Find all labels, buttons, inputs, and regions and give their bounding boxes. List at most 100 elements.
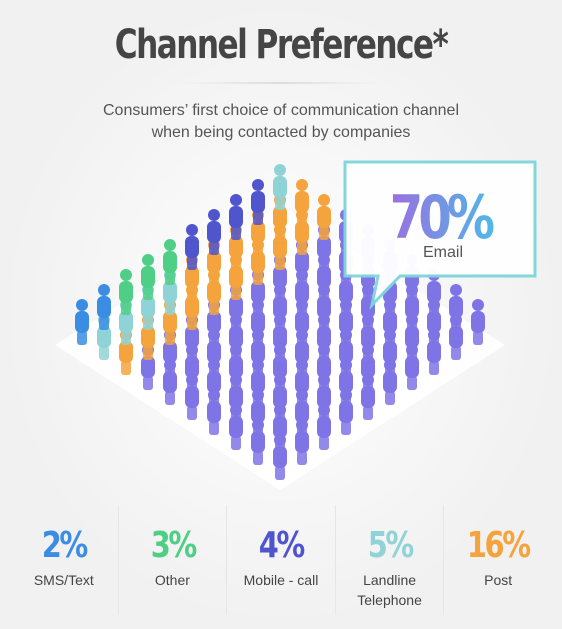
figure-body [361, 386, 375, 408]
figure-head [186, 344, 198, 356]
figure-head [230, 344, 242, 356]
figure-head [274, 374, 286, 386]
figure-body [339, 281, 353, 303]
category-label: Other [154, 572, 190, 588]
figure-head [340, 329, 352, 341]
figure-body [185, 326, 199, 348]
figure-head [406, 344, 418, 356]
figure-body [119, 311, 133, 333]
figure-head [186, 284, 198, 296]
category-value: 5% [367, 525, 414, 566]
category-figures [119, 239, 177, 315]
figure-head [274, 314, 286, 326]
figure-head [318, 404, 330, 416]
figure-body [251, 371, 265, 393]
figure-head [274, 344, 286, 356]
figure-head [164, 359, 176, 371]
figure-head [186, 224, 198, 236]
figure-head [252, 419, 264, 431]
figure-head [472, 299, 484, 311]
figure-body [295, 191, 309, 213]
figure-head [230, 374, 242, 386]
figure-body [405, 356, 419, 378]
figure-head [406, 284, 418, 296]
figure-body [163, 281, 177, 303]
figure-head [120, 269, 132, 281]
figure-body [427, 341, 441, 363]
figure-body [471, 311, 485, 333]
callout-value: 70% [390, 183, 494, 253]
figure-body [229, 416, 243, 438]
category-figures [185, 179, 265, 270]
figure-legs [253, 451, 263, 465]
figure-legs [165, 271, 175, 285]
figure-legs [275, 466, 285, 480]
figure-head [318, 344, 330, 356]
figure-head [274, 434, 286, 446]
figure-body [251, 311, 265, 333]
category-value: 4% [258, 525, 305, 566]
figure-head [98, 284, 110, 296]
figure-body [383, 341, 397, 363]
figure-head [318, 374, 330, 386]
figure-legs [209, 301, 219, 315]
figure-head [274, 224, 286, 236]
figure-legs [187, 406, 197, 420]
figure-head [252, 389, 264, 401]
divider [180, 82, 380, 84]
figure-legs [209, 241, 219, 255]
figure-body [251, 431, 265, 453]
figure-legs [429, 361, 439, 375]
legend-row: 2% SMS/Text 3% Other 4% Mobile - call 5% Landli… [10, 505, 552, 615]
category-tile: 5% Landline Telephone [336, 505, 445, 615]
figure-legs [297, 451, 307, 465]
figure-head [406, 314, 418, 326]
figure-body [185, 236, 199, 258]
figure-body [405, 326, 419, 348]
figure-head [318, 314, 330, 326]
callout-label: Email [423, 244, 463, 261]
figure-body [229, 206, 243, 228]
figure-body [449, 296, 463, 318]
figure-body [163, 251, 177, 273]
subtitle: Consumers’ first choice of communication… [102, 102, 459, 141]
figure-head [362, 344, 374, 356]
figure-head [296, 359, 308, 371]
figure-body [273, 326, 287, 348]
figure-legs [231, 436, 241, 450]
figure-head [340, 299, 352, 311]
figure-head [362, 374, 374, 386]
figure-legs [231, 226, 241, 240]
figure-legs [451, 346, 461, 360]
figure-legs [187, 256, 197, 270]
figure-head [340, 359, 352, 371]
figure-body [405, 296, 419, 318]
figure-legs [187, 316, 197, 330]
figure-legs [363, 406, 373, 420]
figure-legs [99, 346, 109, 360]
figure-body [185, 386, 199, 408]
figure-legs [165, 391, 175, 405]
figure-body [317, 326, 331, 348]
figure-body [317, 416, 331, 438]
figure-body [251, 251, 265, 273]
figure-head [362, 284, 374, 296]
figure-body [317, 266, 331, 288]
figure-body [251, 221, 265, 243]
figure-body [229, 356, 243, 378]
figure-legs [165, 331, 175, 345]
figure-body [295, 341, 309, 363]
figure-head [274, 404, 286, 416]
figure-head [230, 254, 242, 266]
figure-body [207, 251, 221, 273]
figure-body [185, 266, 199, 288]
figure-body [119, 341, 133, 363]
figure-body [207, 401, 221, 423]
figure-body [295, 431, 309, 453]
figure-body [273, 266, 287, 288]
figure-head [384, 299, 396, 311]
figure-legs [231, 286, 241, 300]
figure-legs [407, 376, 417, 390]
callout-box [343, 160, 537, 310]
